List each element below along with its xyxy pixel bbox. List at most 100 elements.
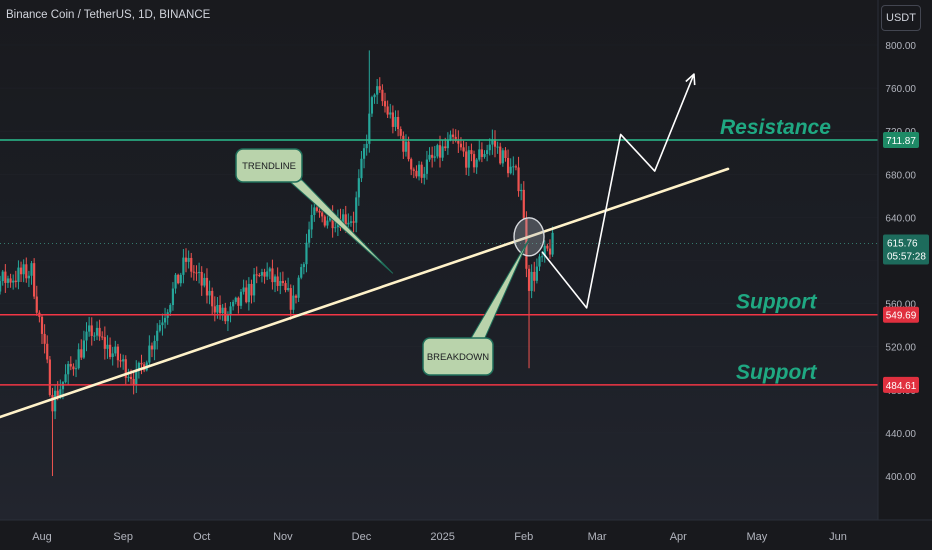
candle-body [137, 362, 140, 371]
time-tick-label: Nov [273, 531, 293, 543]
candle-body [362, 148, 366, 159]
time-tick-label: Jun [829, 531, 847, 543]
candle-body [315, 207, 319, 211]
candle-body [6, 278, 10, 283]
candle-body [399, 129, 402, 136]
candle-body [433, 156, 436, 158]
bar-countdown-label: 05:57:28 [887, 252, 926, 263]
candle-body [27, 275, 31, 279]
candle-body [334, 227, 337, 229]
candle-body [114, 346, 117, 354]
candle-body [420, 164, 423, 178]
candle-body [355, 197, 358, 223]
candle-body [305, 242, 308, 265]
candle-body [389, 112, 392, 115]
time-tick-label: Apr [670, 531, 687, 543]
candle-body [318, 210, 321, 213]
candle-body [48, 359, 51, 395]
candle-body [394, 116, 397, 127]
candle-body [300, 267, 303, 278]
callout-pointer [286, 179, 394, 274]
candle-body [480, 149, 483, 157]
callout-box [422, 337, 494, 376]
candle-body [56, 390, 59, 397]
price-tick-label: 800.00 [885, 41, 916, 52]
candle-body [190, 257, 193, 272]
candle-body [527, 268, 531, 291]
candle-body [1, 271, 4, 282]
candle-body [106, 344, 109, 349]
candle-body [59, 389, 62, 397]
callout-box [235, 148, 303, 183]
candle-body [517, 167, 520, 192]
candle-body [368, 113, 371, 144]
candle-body [69, 363, 72, 367]
candle-body [407, 141, 410, 160]
candle-body [402, 135, 405, 152]
candle-body [391, 112, 394, 127]
candle-body [520, 189, 523, 192]
candle-body [111, 353, 114, 357]
projection-group [541, 73, 696, 309]
candle-body [148, 345, 151, 363]
candle-body [417, 164, 421, 177]
candle-body [101, 336, 104, 338]
candle-body [365, 143, 368, 149]
candle-body [446, 139, 449, 149]
candle-body [135, 370, 138, 386]
candle-body [64, 374, 67, 383]
candle-body [239, 291, 243, 306]
candle-body [122, 359, 125, 362]
resistance-badge-label: 711.87 [886, 136, 916, 147]
candle-body [198, 271, 201, 273]
candle-body [163, 317, 167, 323]
candle-body [459, 143, 463, 148]
candle-body [467, 150, 470, 168]
callout-text: BREAKDOWN [427, 352, 489, 363]
candle-body [541, 256, 544, 258]
candle-body [182, 257, 185, 275]
candle-body [530, 271, 533, 291]
candle-body [499, 146, 502, 164]
candle-body [506, 157, 510, 174]
candle-body [289, 288, 292, 310]
candle-body [342, 214, 345, 228]
candlestick-series [0, 50, 554, 476]
price-axis: 400.00440.00480.00520.00560.00600.00640.… [878, 0, 932, 520]
candle-body [522, 189, 525, 219]
candle-body [140, 362, 143, 365]
time-tick-label: Aug [32, 531, 52, 543]
candle-body [169, 305, 172, 313]
candle-body [153, 340, 156, 350]
candle-body [273, 276, 277, 283]
candle-body [475, 159, 478, 168]
candle-body [216, 304, 219, 313]
candle-body [281, 281, 284, 284]
time-tick-label: Sep [113, 531, 133, 543]
candle-body [14, 280, 17, 282]
candle-body [454, 136, 457, 141]
candle-body [208, 290, 211, 296]
support-badge-label: 549.69 [886, 311, 917, 322]
support-label: Support [736, 291, 817, 314]
candle-body [410, 159, 413, 170]
candle-body [221, 307, 224, 314]
candle-body [397, 116, 400, 130]
candle-body [323, 216, 326, 226]
candle-body [242, 287, 245, 292]
candle-body [88, 325, 91, 332]
candle-body [252, 274, 256, 296]
candle-body [284, 283, 287, 291]
candle-body [313, 207, 316, 215]
candle-body [260, 272, 264, 276]
time-tick-label: Feb [514, 531, 533, 543]
chart-grid [0, 44, 878, 477]
candle-body [535, 266, 538, 281]
candle-body [279, 281, 282, 286]
candle-body [376, 86, 379, 95]
candle-body [9, 278, 12, 283]
currency-button[interactable]: USDT [881, 5, 921, 31]
candle-body [61, 382, 65, 390]
